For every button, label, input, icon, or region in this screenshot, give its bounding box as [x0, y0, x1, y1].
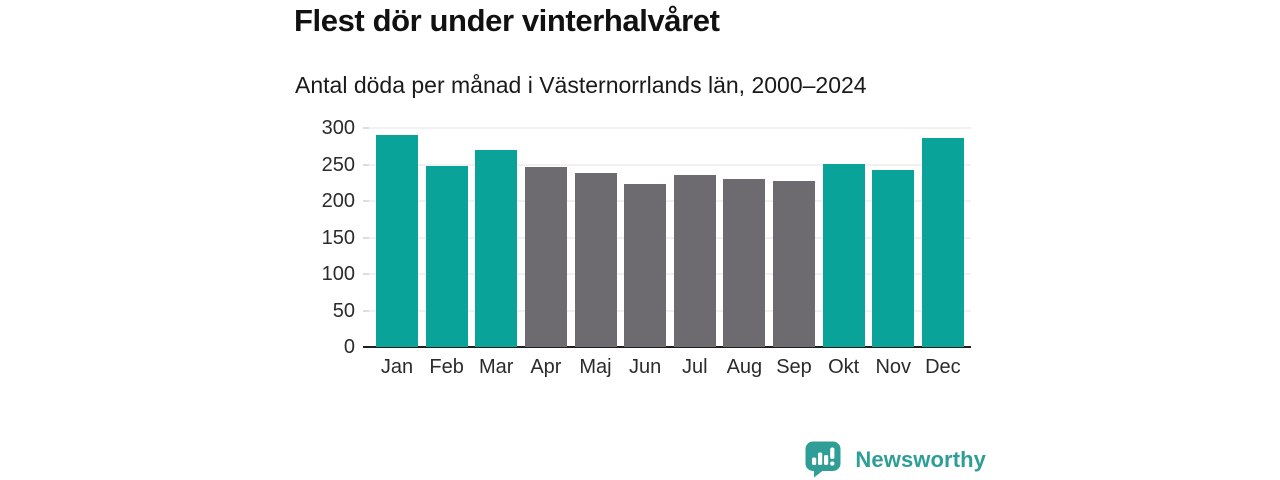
gridline-100	[369, 273, 971, 275]
y-tick-label-150: 150	[321, 226, 355, 249]
bar-apr	[524, 166, 567, 347]
x-tick-label-jan: Jan	[380, 356, 414, 378]
x-tick-label-sep: Sep	[776, 356, 812, 378]
chart-title: Flest dör under vinterhalvåret	[294, 3, 720, 38]
gridline-50	[369, 310, 971, 312]
x-tick-label-jun: Jun	[629, 356, 662, 378]
x-axis-line	[363, 346, 971, 348]
y-tick-label-250: 250	[321, 153, 355, 176]
bar-jun	[624, 184, 667, 347]
x-tick-label-feb: Feb	[429, 356, 464, 378]
bar-nov	[872, 169, 915, 347]
plot-area: 0 50 100 150 200 250 300	[322, 117, 971, 358]
x-tick-label-mar: Mar	[479, 356, 514, 378]
bar-maj	[574, 172, 617, 347]
chart-subtitle: Antal döda per månad i Västernorrlands l…	[295, 72, 867, 98]
x-tick-label-aug: Aug	[726, 356, 763, 378]
bar-dec	[921, 137, 964, 347]
y-tick-label-50: 50	[332, 299, 355, 322]
bar-sep	[773, 180, 815, 347]
newsworthy-logo-icon	[805, 441, 846, 478]
x-tick-label-dec: Dec	[925, 356, 961, 378]
figure: Flest dör under vinterhalvåret Antal död…	[294, 0, 986, 480]
y-tick-mark-150	[363, 236, 369, 239]
bar-aug	[723, 179, 766, 347]
y-tick-label-300: 300	[321, 117, 355, 139]
gridline-150	[369, 237, 971, 238]
x-tick-label-maj: Maj	[579, 356, 612, 378]
y-tick-mark-100	[363, 273, 369, 276]
bar-mar	[475, 149, 518, 347]
x-tick-label-nov: Nov	[875, 356, 912, 378]
bar-jul	[673, 175, 716, 347]
bars-group	[369, 128, 971, 347]
newsworthy-logo-text: Newsworthy	[855, 446, 986, 472]
bar-okt	[822, 163, 865, 347]
x-axis-labels: Jan Feb Mar Apr Maj Jun Jul Aug Sep Okt Nov Dec	[369, 356, 971, 379]
x-tick-label-okt: Okt	[828, 356, 860, 378]
y-tick-label-0: 0	[343, 336, 355, 358]
y-tick-mark-300	[363, 127, 369, 129]
x-tick-label-apr: Apr	[530, 356, 562, 378]
y-tick-mark-50	[363, 309, 369, 312]
newsworthy-logo: Newsworthy	[805, 441, 986, 478]
gridline-200	[369, 200, 971, 202]
y-tick-label-200: 200	[321, 190, 355, 213]
y-tick-mark-250	[363, 163, 369, 166]
gridline-300	[369, 127, 971, 129]
x-tick-label-jul: Jul	[681, 356, 708, 378]
y-tick-mark-200	[363, 200, 369, 203]
bar-jan	[376, 135, 418, 347]
gridline-250	[369, 164, 971, 165]
bar-feb	[425, 165, 468, 347]
y-tick-label-100: 100	[321, 263, 355, 286]
